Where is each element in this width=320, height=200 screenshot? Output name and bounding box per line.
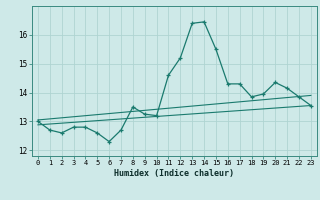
X-axis label: Humidex (Indice chaleur): Humidex (Indice chaleur) — [115, 169, 234, 178]
